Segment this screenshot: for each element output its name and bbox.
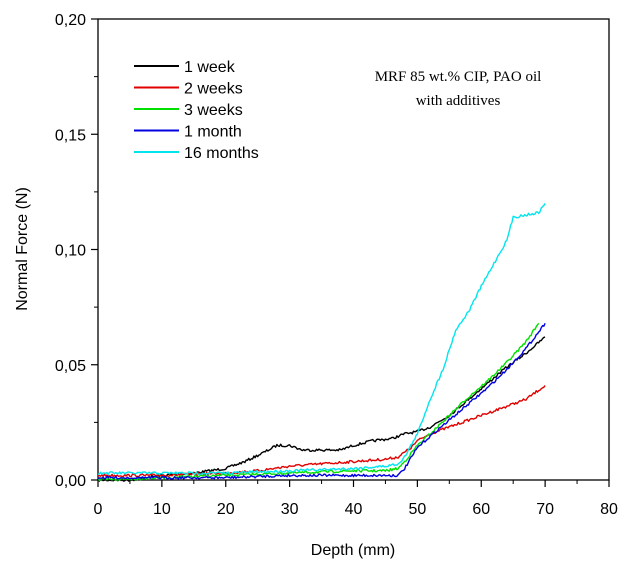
x-tick-label: 10 — [153, 501, 171, 518]
y-tick-label: 0,10 — [55, 243, 86, 260]
series-layer — [97, 203, 546, 482]
series-line-0 — [97, 336, 546, 482]
annotation-line-1: MRF 85 wt.% CIP, PAO oil — [375, 69, 542, 85]
x-tick-label: 70 — [536, 501, 554, 518]
series-line-4 — [97, 203, 546, 475]
y-tick-label: 0,15 — [55, 127, 86, 144]
x-tick-label: 30 — [281, 501, 299, 518]
legend: 1 week 2 weeks 3 weeks 1 month 16 months — [134, 59, 259, 162]
x-tick-label: 0 — [94, 501, 103, 518]
x-tick-label: 50 — [408, 501, 426, 518]
y-tick-label: 0,05 — [55, 358, 86, 375]
x-tick-label: 20 — [217, 501, 235, 518]
x-axis-title: Depth (mm) — [311, 542, 395, 559]
y-tick-label: 0,00 — [55, 473, 86, 490]
x-tick-label: 60 — [472, 501, 490, 518]
legend-label-2: 3 weeks — [184, 102, 243, 119]
chart-annotation: MRF 85 wt.% CIP, PAO oil with additives — [375, 69, 542, 109]
legend-label-3: 1 month — [184, 124, 242, 141]
y-tick-label: 0,20 — [55, 12, 86, 29]
legend-label-1: 2 weeks — [184, 81, 243, 98]
series-line-1 — [98, 385, 546, 478]
legend-label-0: 1 week — [184, 59, 236, 76]
x-tick-label: 80 — [600, 501, 618, 518]
x-tick-label: 40 — [345, 501, 363, 518]
y-axis: 0,00 0,05 0,10 0,15 0,20 — [55, 12, 98, 490]
y-axis-title: Normal Force (N) — [14, 187, 31, 311]
legend-label-4: 16 months — [184, 145, 259, 162]
annotation-line-2: with additives — [416, 93, 501, 109]
series-line-2 — [97, 322, 540, 482]
series-line-3 — [97, 323, 546, 480]
x-axis: 0 10 20 30 40 50 60 70 80 — [94, 480, 618, 518]
